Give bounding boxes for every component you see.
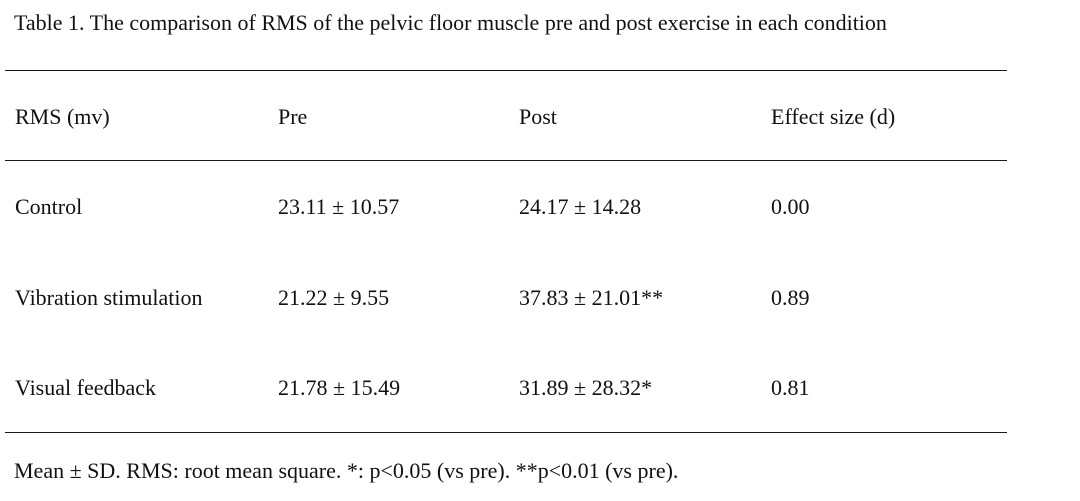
row-pre-value: 23.11 ± 10.57 (278, 194, 400, 219)
bottom-rule (5, 432, 1007, 433)
row-post-value: 31.89 ± 28.32* (519, 375, 653, 400)
row-post-value: 24.17 ± 14.28 (519, 194, 642, 219)
table-footnote: Mean ± SD. RMS: root mean square. *: p<0… (14, 458, 679, 483)
row-effect-size: 0.00 (771, 194, 810, 219)
row-condition: Vibration stimulation (15, 285, 203, 310)
header-pre: Pre (278, 104, 308, 129)
header-rule (5, 160, 1007, 161)
top-rule (5, 70, 1007, 71)
header-effect-size: Effect size (d) (771, 104, 896, 129)
row-effect-size: 0.81 (771, 375, 810, 400)
header-post: Post (519, 104, 557, 129)
header-rms: RMS (mv) (15, 104, 110, 129)
table-caption: Table 1. The comparison of RMS of the pe… (14, 10, 887, 35)
row-pre-value: 21.22 ± 9.55 (278, 285, 390, 310)
row-condition: Visual feedback (15, 375, 157, 400)
row-effect-size: 0.89 (771, 285, 810, 310)
row-post-value: 37.83 ± 21.01** (519, 285, 664, 310)
row-condition: Control (15, 194, 83, 219)
row-pre-value: 21.78 ± 15.49 (278, 375, 401, 400)
